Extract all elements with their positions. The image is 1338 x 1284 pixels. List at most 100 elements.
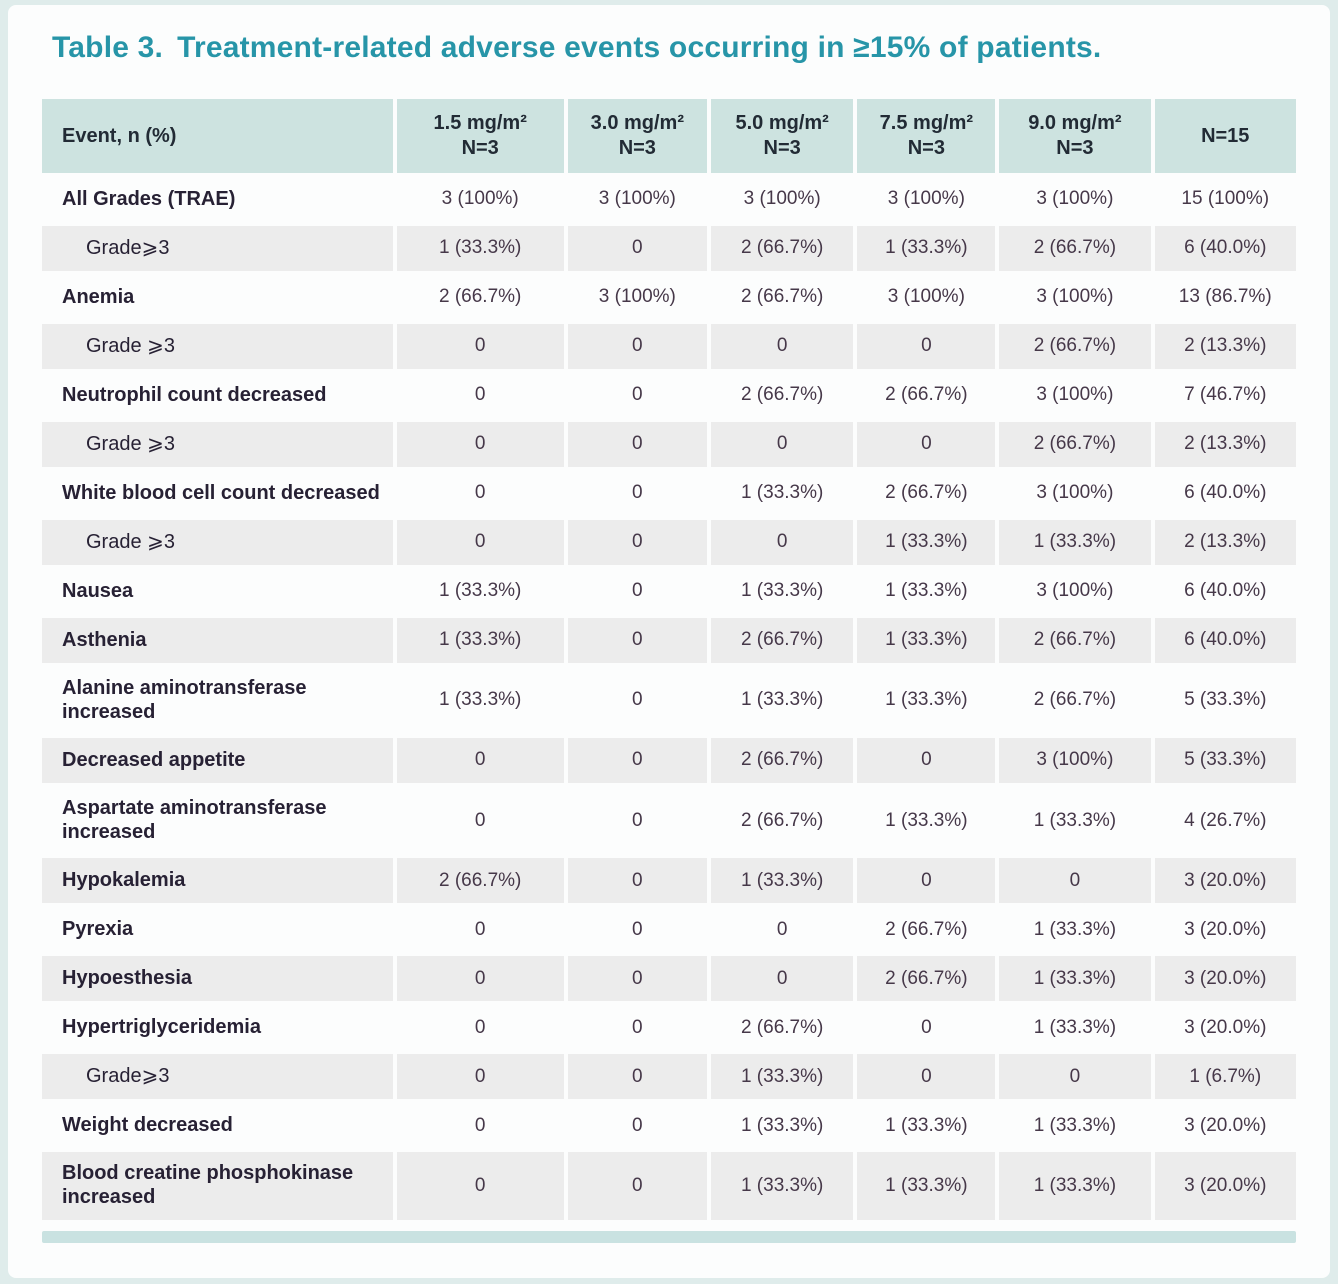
value-cell: 1 (33.3%) — [710, 1152, 854, 1220]
value-cell: 1 (33.3%) — [710, 858, 854, 904]
value-cell: 3 (100%) — [1036, 188, 1114, 210]
event-label-cell: Weight decreased — [62, 1114, 233, 1137]
event-label-cell: Grade⩾3 — [42, 226, 393, 271]
value-cell: 0 — [857, 324, 996, 369]
value-cell: 2 (66.7%) — [857, 956, 996, 1002]
event-label-cell: Hypokalemia — [42, 858, 393, 904]
dose-column-header: 3.0 mg/m² N=3 — [567, 99, 707, 173]
table-row: Grade ⩾3 0 0 0 1 (33.3%) 1 (33.3%) 2 (13.3%) — [42, 520, 1296, 565]
value-cell: 0 — [999, 858, 1151, 904]
column-header-line2: N=3 — [907, 137, 945, 159]
value-cell: 3 (20.0%) — [1184, 1114, 1267, 1136]
value-cell: 0 — [567, 324, 707, 369]
table-row: Neutrophil count decreased 0 0 2 (66.7%) 2 (… — [42, 373, 1296, 418]
value-cell: 1 (33.3%) — [1033, 1016, 1117, 1038]
value-cell: 3 (100%) — [1036, 580, 1114, 602]
value-cell: 0 — [632, 1114, 643, 1136]
event-label-cell: Nausea — [62, 579, 134, 602]
table-row: Grade ⩾3 0 0 0 0 2 (66.7%) 2 (13.3%) — [42, 324, 1296, 369]
event-label-cell: Aspartate aminotransferase increased — [62, 797, 327, 843]
value-cell: 2 (66.7%) — [710, 226, 854, 271]
event-label-cell: Grade ⩾3 — [42, 422, 393, 467]
value-cell: 1 (33.3%) — [857, 226, 996, 271]
table-body: All Grades (TRAE) 3 (100%) 3 (100%) 3 (100%… — [42, 177, 1296, 1220]
dose-column-header: 5.0 mg/m² N=3 — [710, 99, 854, 173]
value-cell: 2 (66.7%) — [740, 384, 824, 406]
value-cell: 6 (40.0%) — [1184, 482, 1267, 504]
column-header-line1: Event, n (%) — [62, 124, 177, 147]
value-cell: 0 — [567, 1054, 707, 1100]
value-cell: 13 (86.7%) — [1178, 286, 1272, 308]
footer-strip — [42, 1230, 1296, 1243]
column-header-line2: N=3 — [618, 137, 656, 159]
value-cell: 0 — [857, 1054, 996, 1100]
value-cell: 3 (100%) — [598, 188, 676, 210]
value-cell: 3 (20.0%) — [1154, 1152, 1296, 1220]
value-cell: 2 (66.7%) — [740, 1016, 824, 1038]
table-row: Nausea 1 (33.3%) 0 1 (33.3%) 1 (33.3%) 3 (100… — [42, 569, 1296, 614]
event-label-cell: Neutrophil count decreased — [62, 383, 327, 406]
table-row: Grade⩾3 0 0 1 (33.3%) 0 0 1 (6.7%) — [42, 1054, 1296, 1100]
column-header-line1: 9.0 mg/m² — [1028, 112, 1122, 134]
value-cell: 0 — [999, 1054, 1151, 1100]
value-cell: 1 (33.3%) — [439, 580, 522, 602]
value-cell: 0 — [396, 1054, 564, 1100]
value-cell: 0 — [567, 738, 707, 784]
table-row: Grade ⩾3 0 0 0 0 2 (66.7%) 2 (13.3%) — [42, 422, 1296, 467]
value-cell: 3 (100%) — [1036, 482, 1114, 504]
page: Table 3. Treatment-related adverse events… — [8, 5, 1330, 1278]
value-cell: 0 — [396, 324, 564, 369]
value-cell: 1 (33.3%) — [740, 482, 824, 504]
event-label-cell: Asthenia — [42, 618, 393, 663]
table-row: Alanine aminotransferase increased 1 (33.… — [42, 667, 1296, 734]
value-cell: 5 (33.3%) — [1154, 738, 1296, 784]
value-cell: 3 (100%) — [1036, 384, 1114, 406]
event-label-cell: Pyrexia — [62, 918, 134, 941]
value-cell: 0 — [474, 918, 486, 940]
value-cell: 0 — [857, 858, 996, 904]
value-cell: 6 (40.0%) — [1184, 580, 1267, 602]
value-cell: 3 (100%) — [999, 738, 1151, 784]
value-cell: 0 — [396, 738, 564, 784]
value-cell: 0 — [632, 918, 643, 940]
value-cell: 0 — [632, 580, 643, 602]
table-row: Hypokalemia 2 (66.7%) 0 1 (33.3%) 0 0 3 (20.0%… — [42, 858, 1296, 904]
table-row: Hypertriglyceridemia 0 0 2 (66.7%) 0 1 (33.3%… — [42, 1005, 1296, 1050]
value-cell: 7 (46.7%) — [1184, 384, 1267, 406]
value-cell: 0 — [396, 520, 564, 565]
value-cell: 1 (33.3%) — [710, 1054, 854, 1100]
value-cell: 3 (20.0%) — [1184, 918, 1267, 940]
event-label-cell: Grade ⩾3 — [42, 324, 393, 369]
value-cell: 1 (33.3%) — [1033, 918, 1117, 940]
value-cell: 6 (40.0%) — [1154, 226, 1296, 271]
value-cell: 1 (33.3%) — [439, 689, 522, 711]
value-cell: 1 (33.3%) — [1033, 809, 1117, 831]
value-cell: 0 — [567, 956, 707, 1002]
table-row: Decreased appetite 0 0 2 (66.7%) 0 3 (100%) 5 … — [42, 738, 1296, 784]
event-label-cell: Alanine aminotransferase increased — [62, 677, 307, 723]
value-cell: 0 — [632, 689, 643, 711]
value-cell: 2 (66.7%) — [1033, 689, 1117, 711]
value-cell: 0 — [710, 324, 854, 369]
event-label-cell: Blood creatine phosphokinase increased — [42, 1152, 393, 1220]
column-header-line1: 5.0 mg/m² — [735, 112, 829, 134]
event-label-cell: Grade ⩾3 — [42, 520, 393, 565]
value-cell: 1 (33.3%) — [885, 689, 968, 711]
value-cell: 1 (33.3%) — [857, 520, 996, 565]
value-cell: 2 (66.7%) — [885, 384, 968, 406]
dose-column-header: 7.5 mg/m² N=3 — [857, 99, 996, 173]
dose-column-header: 9.0 mg/m² N=3 — [999, 99, 1151, 173]
value-cell: 3 (100%) — [1036, 286, 1114, 308]
dose-column-header: 1.5 mg/m² N=3 — [396, 99, 564, 173]
value-cell: 4 (26.7%) — [1184, 809, 1267, 831]
value-cell: 0 — [632, 809, 643, 831]
value-cell: 1 (33.3%) — [740, 1114, 824, 1136]
adverse-events-table: Event, n (%) 1.5 mg/m² N=3 3.0 mg/m² N=3 5.0 … — [38, 95, 1300, 1224]
value-cell: 2 (66.7%) — [439, 286, 522, 308]
value-cell: 0 — [474, 482, 486, 504]
value-cell: 2 (66.7%) — [396, 858, 564, 904]
value-cell: 1 (33.3%) — [857, 1152, 996, 1220]
value-cell: 6 (40.0%) — [1154, 618, 1296, 663]
value-cell: 5 (33.3%) — [1184, 689, 1267, 711]
value-cell: 2 (66.7%) — [999, 226, 1151, 271]
